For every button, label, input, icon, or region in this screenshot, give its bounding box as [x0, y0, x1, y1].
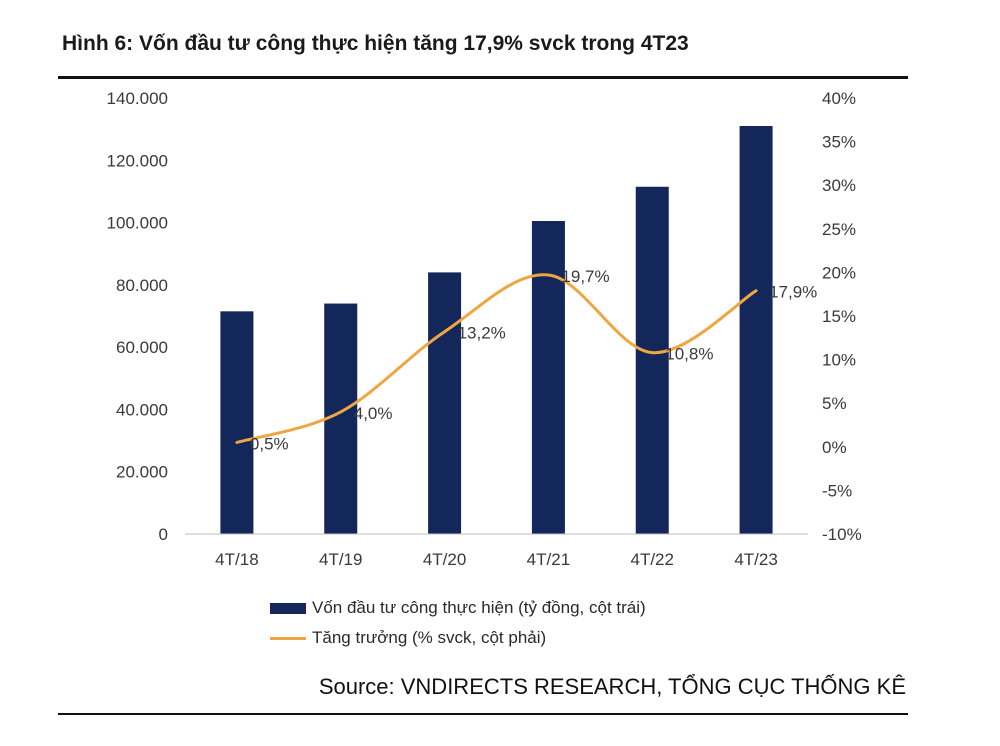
y-right-tick-label: 10%	[822, 351, 856, 370]
x-tick-label: 4T/21	[527, 550, 570, 569]
growth-data-label: 17,9%	[769, 283, 817, 302]
growth-data-label: 0,5%	[250, 434, 289, 453]
bar-4T/21	[531, 221, 565, 534]
legend-item-bar: Vốn đầu tư công thực hiện (tỷ đồng, cột …	[270, 593, 646, 623]
x-tick-label: 4T/19	[319, 550, 362, 569]
y-left-tick-label: 120.000	[107, 151, 168, 170]
y-right-tick-label: -5%	[822, 481, 852, 500]
y-left-tick-label: 140.000	[107, 89, 168, 108]
y-left-tick-label: 0	[159, 525, 168, 544]
x-tick-label: 4T/20	[423, 550, 466, 569]
y-right-tick-label: 15%	[822, 307, 856, 326]
legend-label-line: Tăng trưởng (% svck, cột phải)	[312, 628, 547, 647]
bar-4T/20	[428, 272, 462, 534]
growth-data-label: 10,8%	[665, 345, 713, 364]
y-right-tick-label: 40%	[822, 89, 856, 108]
legend-label-bar: Vốn đầu tư công thực hiện (tỷ đồng, cột …	[312, 598, 646, 617]
top-divider	[58, 76, 908, 79]
x-tick-label: 4T/23	[734, 550, 777, 569]
legend-line-swatch	[270, 636, 306, 640]
bar-4T/23	[739, 126, 773, 535]
bottom-divider	[58, 713, 908, 715]
x-tick-label: 4T/18	[215, 550, 258, 569]
y-right-tick-label: 35%	[822, 133, 856, 152]
legend-bar-swatch	[270, 602, 306, 614]
y-right-tick-label: 5%	[822, 394, 847, 413]
y-left-tick-label: 100.000	[107, 214, 168, 233]
growth-data-label: 13,2%	[458, 324, 506, 343]
legend-item-line: Tăng trưởng (% svck, cột phải)	[270, 623, 646, 653]
growth-data-label: 19,7%	[561, 267, 609, 286]
source-note: Source: VNDIRECTS RESEARCH, TỔNG CỤC THỐ…	[318, 674, 906, 699]
y-right-tick-label: 20%	[822, 263, 856, 282]
bar-4T/22	[635, 186, 669, 534]
y-left-tick-label: 40.000	[116, 400, 168, 419]
growth-data-label: 4,0%	[354, 404, 393, 423]
y-left-tick-label: 60.000	[116, 338, 168, 357]
legend: Vốn đầu tư công thực hiện (tỷ đồng, cột …	[270, 593, 646, 653]
y-right-tick-label: 25%	[822, 220, 856, 239]
y-right-tick-label: -10%	[822, 525, 862, 544]
x-tick-label: 4T/22	[631, 550, 674, 569]
y-left-tick-label: 20.000	[116, 463, 168, 482]
growth-line	[235, 273, 758, 444]
bar-4T/18	[220, 311, 254, 534]
y-right-tick-label: 0%	[822, 438, 847, 457]
y-left-tick-label: 80.000	[116, 276, 168, 295]
chart-title: Hình 6: Vốn đầu tư công thực hiện tăng 1…	[62, 32, 689, 55]
y-right-tick-label: 30%	[822, 176, 856, 195]
